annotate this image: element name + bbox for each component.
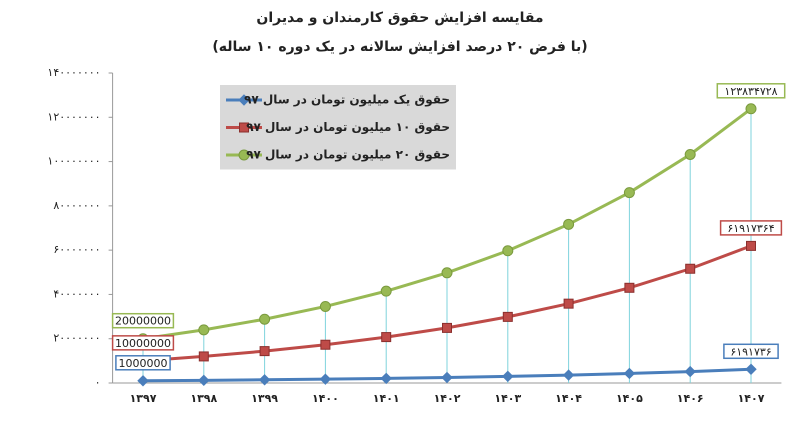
y-tick-label: ۶۰۰۰۰۰۰۰ — [53, 243, 100, 256]
chart-title: مقایسه افزایش حقوق کارمندان و مدیران — [256, 10, 543, 26]
x-tick-label: ۱۴۰۲ — [434, 392, 461, 405]
marker — [441, 371, 453, 384]
marker — [441, 267, 453, 279]
value-label-box — [111, 335, 175, 351]
y-tick-label: ۴۰۰۰۰۰۰۰ — [53, 287, 100, 300]
marker — [258, 374, 271, 386]
y-tick-label: ۱۴۰۰۰۰۰۰۰ — [47, 66, 100, 79]
marker — [381, 332, 392, 343]
y-tick-label: ۱۰۰۰۰۰۰۰۰ — [47, 155, 100, 168]
y-tick-label: ۱۲۰۰۰۰۰۰۰ — [47, 110, 100, 123]
marker — [563, 298, 574, 309]
value-label-box — [115, 355, 171, 371]
marker — [684, 365, 696, 378]
value-label: ۶۱۹۱۷۳۶۴ — [727, 222, 774, 235]
legend-label: حقوق ۲۰ میلیون تومان در سال ۹۷ — [246, 148, 450, 163]
marker — [684, 148, 696, 160]
marker — [380, 372, 392, 385]
value-label: 1000000 — [119, 357, 168, 370]
marker — [442, 322, 452, 333]
legend-label: حقوق یک میلیون تومان در سال ۹۷ — [244, 93, 450, 108]
x-tick-label: ۱۴۰۵ — [616, 392, 643, 405]
marker — [259, 346, 270, 357]
marker — [319, 300, 331, 312]
marker — [562, 369, 575, 381]
x-tick-label: ۱۳۹۸ — [190, 392, 217, 405]
x-tick-label: ۱۴۰۴ — [555, 392, 582, 405]
x-tick-label: ۱۳۹۹ — [251, 392, 278, 405]
marker — [624, 282, 635, 293]
marker — [198, 351, 209, 362]
marker — [502, 245, 514, 257]
y-tick-label: ۰ — [95, 376, 101, 389]
marker — [502, 311, 513, 322]
x-tick-label: ۱۳۹۷ — [130, 392, 157, 405]
marker — [746, 240, 756, 251]
value-label-box — [719, 220, 783, 236]
value-label: 20000000 — [115, 315, 171, 328]
value-label: ۶۱۹۱۷۳۶ — [730, 345, 771, 358]
marker — [238, 94, 250, 106]
chart-subtitle: (با فرض ۲۰ درصد افزایش سالانه در یک دوره… — [212, 39, 587, 55]
value-label: 10000000 — [115, 337, 171, 350]
marker — [137, 375, 149, 387]
marker — [259, 313, 271, 325]
x-tick-label: ۱۴۰۷ — [738, 392, 765, 405]
value-label-box — [111, 312, 175, 329]
y-tick-label: ۲۰۰۰۰۰۰۰ — [53, 332, 100, 345]
marker — [623, 187, 635, 199]
marker — [320, 339, 331, 350]
marker — [502, 370, 514, 383]
marker — [238, 149, 250, 161]
y-tick-label: ۸۰۰۰۰۰۰۰ — [53, 199, 100, 212]
value-label: ۱۲۳۸۳۴۷۲۸ — [724, 85, 777, 98]
x-tick-label: ۱۴۰۶ — [677, 392, 704, 405]
x-tick-label: ۱۴۰۰ — [312, 392, 339, 405]
marker — [563, 218, 575, 230]
marker — [319, 373, 332, 385]
marker — [685, 263, 696, 274]
marker — [745, 103, 757, 115]
marker — [198, 324, 210, 336]
value-label-box — [716, 83, 786, 99]
marker — [198, 374, 210, 387]
x-tick-label: ۱۴۰۱ — [373, 392, 400, 405]
marker — [745, 363, 757, 375]
value-label-box — [723, 343, 779, 360]
marker — [380, 285, 392, 297]
marker — [239, 122, 249, 133]
x-tick-label: ۱۴۰۳ — [494, 392, 521, 405]
marker — [623, 367, 636, 380]
legend-label: حقوق ۱۰ میلیون تومان در سال ۹۷ — [246, 120, 450, 135]
